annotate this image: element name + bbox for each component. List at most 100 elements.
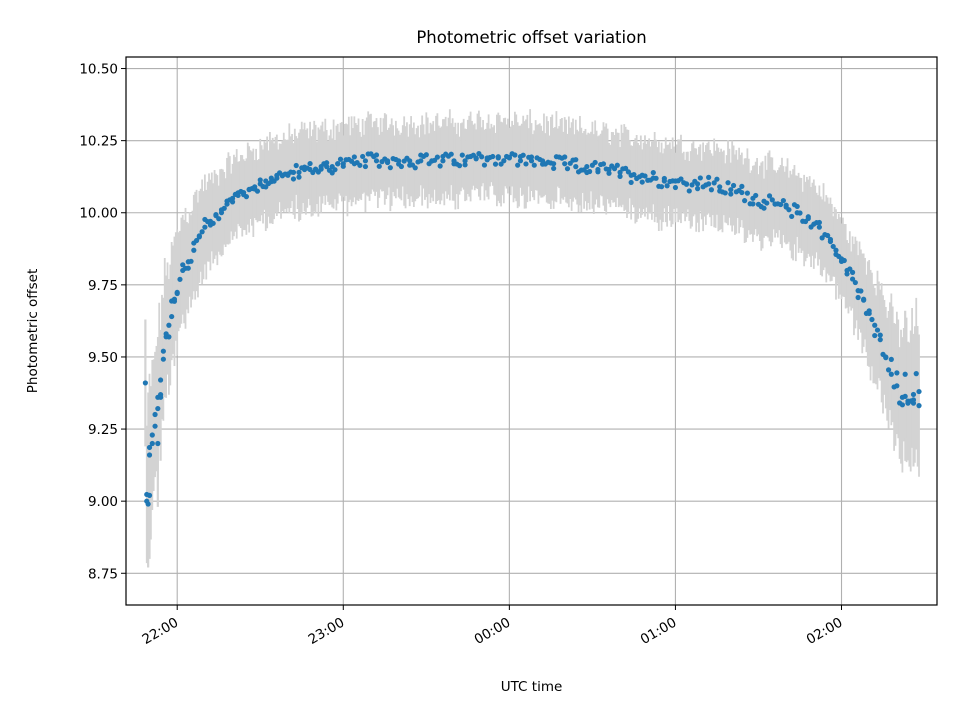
data-point (180, 262, 186, 268)
data-point (185, 259, 191, 265)
data-point (146, 444, 153, 451)
y-tick-label: 8.75 (88, 566, 118, 582)
data-point (725, 180, 731, 186)
data-point (254, 188, 261, 194)
data-point (551, 165, 557, 172)
data-point (888, 356, 894, 362)
data-point (351, 161, 357, 167)
data-point (412, 165, 418, 171)
data-point (539, 158, 546, 164)
data-point (838, 256, 845, 262)
data-point (650, 175, 656, 181)
y-axis-label: Photometric offset (25, 269, 41, 393)
data-point (490, 153, 496, 160)
data-point (910, 400, 917, 406)
data-point (318, 164, 324, 170)
y-axis-ticks: 8.75 9.00 9.25 9.50 9.75 10.00 10.25 10.50 (79, 62, 126, 582)
data-point (528, 154, 535, 160)
data-point (515, 162, 521, 168)
data-point (902, 371, 908, 377)
data-point (357, 162, 363, 168)
data-point (268, 175, 274, 181)
data-point (376, 163, 382, 169)
data-point (145, 501, 151, 507)
data-point (825, 232, 831, 239)
data-point (706, 181, 712, 187)
data-point (913, 371, 919, 377)
data-point (855, 288, 861, 294)
data-point (155, 440, 161, 447)
data-point (706, 174, 712, 180)
data-point (279, 172, 285, 178)
data-point (711, 180, 717, 186)
data-point (562, 154, 568, 160)
data-points (142, 151, 922, 507)
data-point (899, 402, 906, 408)
data-point (606, 170, 612, 176)
data-point (520, 152, 526, 158)
data-point (683, 181, 690, 187)
data-point (263, 178, 269, 184)
data-point (816, 219, 822, 226)
data-point (761, 198, 767, 204)
data-point (506, 155, 512, 161)
data-point (728, 187, 734, 193)
data-point (794, 210, 800, 216)
data-point (296, 169, 302, 175)
data-point (728, 191, 734, 197)
data-point (783, 204, 789, 210)
data-point (484, 155, 490, 161)
data-point (448, 151, 454, 157)
data-point (246, 187, 252, 193)
data-point (877, 332, 883, 338)
data-point (628, 172, 634, 178)
data-point (351, 154, 357, 160)
y-tick-label: 9.75 (88, 278, 118, 294)
data-point (307, 166, 313, 173)
data-point (440, 158, 446, 164)
data-point (528, 158, 535, 164)
data-point (191, 247, 197, 253)
data-point (163, 331, 169, 337)
data-point (722, 190, 728, 196)
data-point (185, 265, 191, 271)
data-point (805, 215, 811, 222)
data-point (827, 238, 834, 245)
data-point (241, 189, 247, 196)
data-point (742, 198, 748, 204)
data-point (157, 377, 164, 383)
data-point (661, 178, 667, 184)
data-point (160, 356, 166, 362)
data-point (816, 224, 822, 230)
data-point (285, 172, 291, 178)
data-point (573, 157, 579, 163)
data-point (916, 403, 922, 409)
data-point (202, 224, 208, 230)
error-bars (144, 109, 920, 568)
data-point (193, 237, 200, 244)
data-point (495, 155, 501, 161)
data-point (290, 169, 297, 175)
x-axis-label: UTC time (501, 679, 563, 695)
data-point (146, 492, 153, 498)
data-point (229, 195, 236, 201)
data-point (142, 380, 148, 386)
data-point (387, 165, 393, 171)
data-point (849, 276, 856, 282)
data-point (481, 162, 488, 168)
data-point (360, 153, 366, 160)
data-point (739, 189, 745, 196)
data-point (257, 177, 263, 183)
data-point (456, 163, 463, 169)
data-point (672, 184, 679, 191)
data-point (678, 176, 684, 182)
data-point (157, 394, 164, 400)
data-point (852, 279, 858, 286)
y-tick-label: 10.25 (79, 134, 118, 150)
data-point (714, 176, 720, 182)
data-point (628, 179, 634, 186)
data-point (373, 152, 380, 158)
data-point (177, 276, 183, 282)
y-tick-label: 9.50 (88, 350, 118, 366)
